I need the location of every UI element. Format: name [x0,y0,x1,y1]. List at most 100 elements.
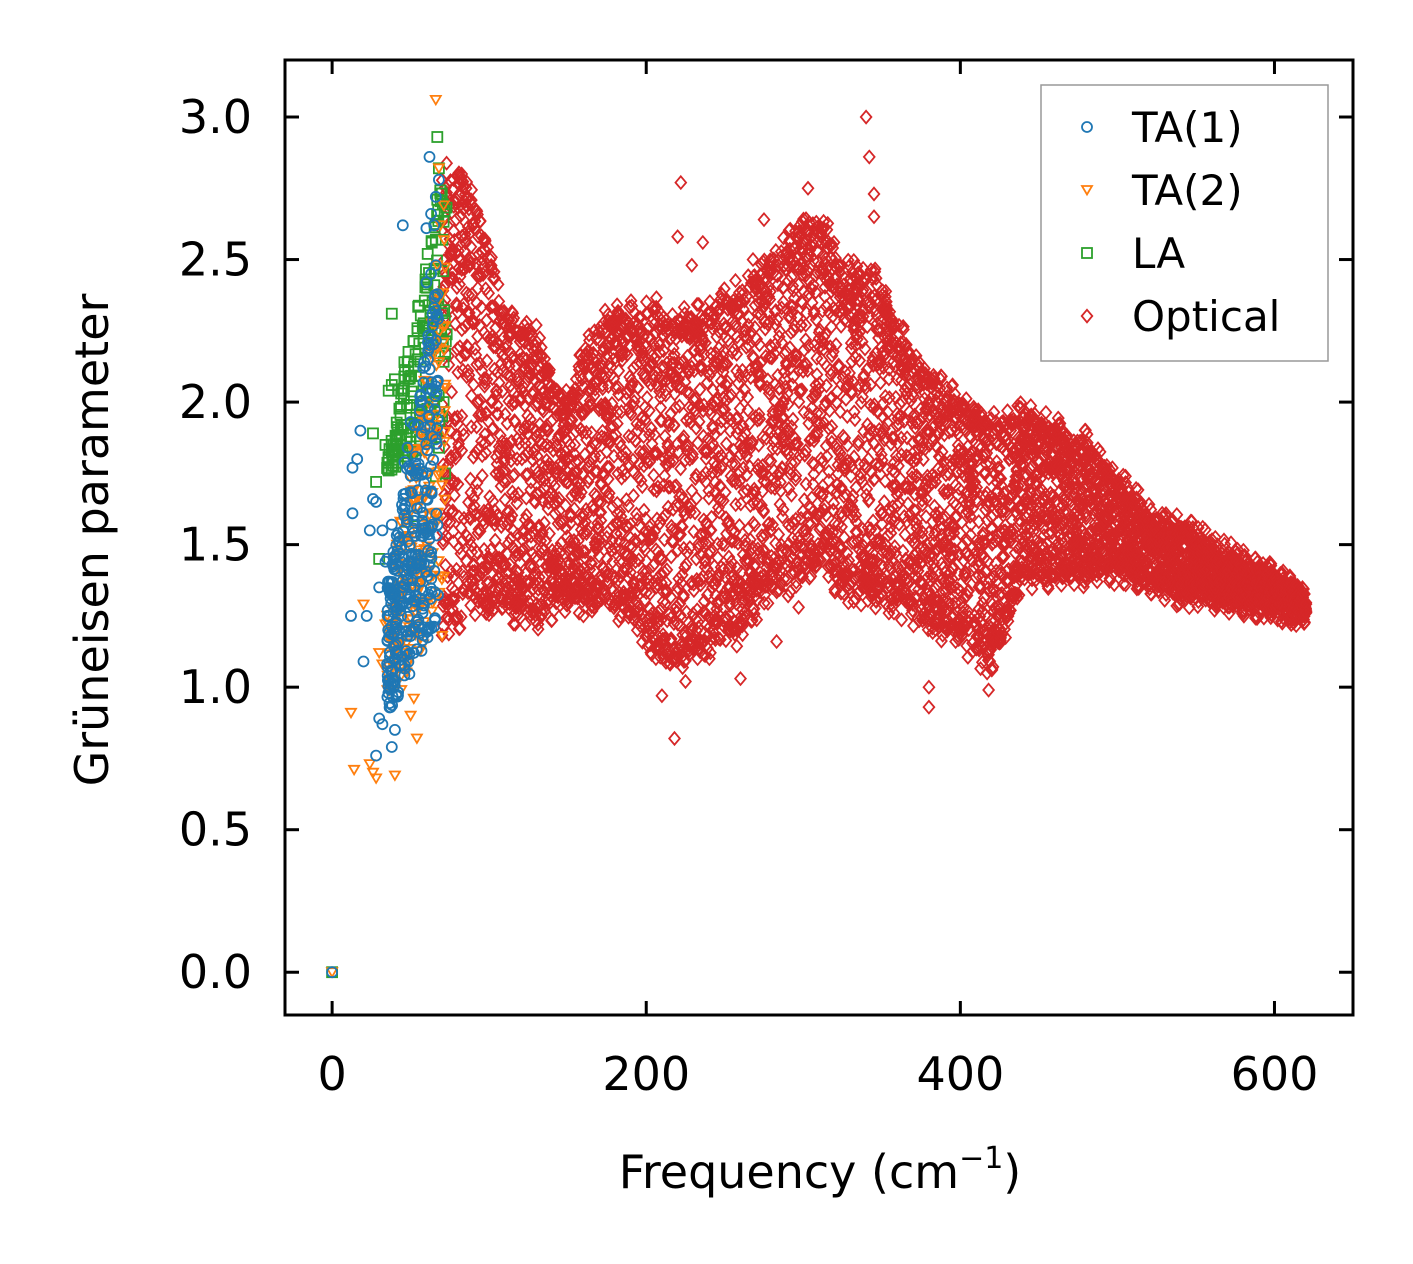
data-point-optical [583,332,596,349]
data-point-optical [667,346,681,363]
data-point-optical [733,401,747,417]
data-point-optical [594,494,608,510]
data-point-optical [487,264,501,280]
data-point-optical [654,400,668,416]
data-point-optical [542,526,556,542]
data-point-optical [622,456,636,472]
data-point-optical [785,269,798,285]
data-point-optical [707,427,721,443]
data-point-optical [718,484,732,500]
data-point-optical [538,480,551,497]
data-point-optical [635,530,649,546]
data-point-optical [753,544,767,560]
data-point-optical [648,523,662,539]
data-point-optical [442,357,456,373]
data-point-optical [733,473,747,489]
data-point-optical [510,368,524,384]
data-point-optical [721,374,734,390]
data-point-optical [508,394,522,411]
data-point-optical [660,643,674,660]
data-point-optical [612,363,626,379]
data-point-optical [590,530,604,546]
data-point-optical [596,380,610,397]
data-point-optical [786,541,800,557]
data-point-optical [717,343,731,359]
data-point-optical [452,436,466,452]
data-point-optical [594,512,608,529]
data-point-optical [487,298,501,314]
data-point-optical [559,520,573,536]
data-point-optical [557,424,570,440]
data-point-optical [776,395,790,411]
data-point-optical [720,356,734,372]
data-point-optical [468,341,482,357]
data-point-optical [729,497,743,513]
data-point-optical [788,431,802,447]
data-point-optical [461,339,475,355]
data-point-optical [794,568,808,584]
data-point-optical [644,420,658,437]
data-point-optical [657,532,671,548]
data-point-optical [518,616,532,633]
data-point-optical [628,389,642,405]
data-point-optical [776,409,790,425]
data-point-optical [477,241,491,257]
data-point-optical [748,517,762,533]
data-point-optical [626,452,640,468]
data-point-optical [654,566,668,582]
data-point-optical [799,443,813,459]
data-point-optical [735,618,749,634]
data-point-optical [704,522,718,538]
data-point-optical [730,346,744,362]
data-point-optical [533,471,547,487]
data-point-optical [601,407,614,423]
data-point-optical [587,599,601,615]
data-point-optical [470,544,484,560]
data-point-optical [648,350,662,366]
data-point-optical [638,412,652,428]
data-point-optical [627,488,640,504]
data-point-optical [559,497,573,514]
data-point-optical [471,280,485,296]
data-point-optical [521,594,535,610]
data-point-optical [611,379,625,396]
data-point-optical [511,486,525,502]
data-point-optical [461,363,475,379]
data-point-optical [575,404,589,420]
data-point-optical [786,298,800,315]
data-point-optical [473,213,487,229]
data-point-optical [776,501,790,518]
data-point-optical [572,546,586,562]
data-point-optical [761,595,775,611]
data-point-optical [672,571,686,587]
data-point-optical [711,392,724,408]
data-point-optical [440,155,454,171]
data-point-optical [576,507,590,523]
data-point-optical [773,380,786,396]
data-point-optical [782,480,796,497]
data-point-optical [625,376,639,392]
data-point-optical [679,556,693,572]
data-point-optical [467,498,481,514]
data-point-optical [584,381,598,397]
data-point-optical [575,406,589,423]
data-point-optical [462,251,476,268]
data-point-optical [508,616,522,632]
data-point-optical [645,354,659,371]
data-point-optical [540,417,554,434]
data-point-optical [690,296,704,313]
data-point-optical [716,356,730,372]
data-point-optical [436,532,450,548]
data-point-optical [747,559,761,575]
data-point-optical [498,444,512,460]
data-point-optical [545,612,559,628]
data-point-optical [640,390,654,406]
data-point-optical [797,211,810,227]
data-point-optical [686,449,699,466]
data-point-optical [655,373,669,389]
data-point-optical [730,363,744,379]
data-point-optical [563,437,577,453]
data-point-optical [490,456,504,472]
data-point-optical [505,433,519,450]
data-point-optical [656,511,670,527]
